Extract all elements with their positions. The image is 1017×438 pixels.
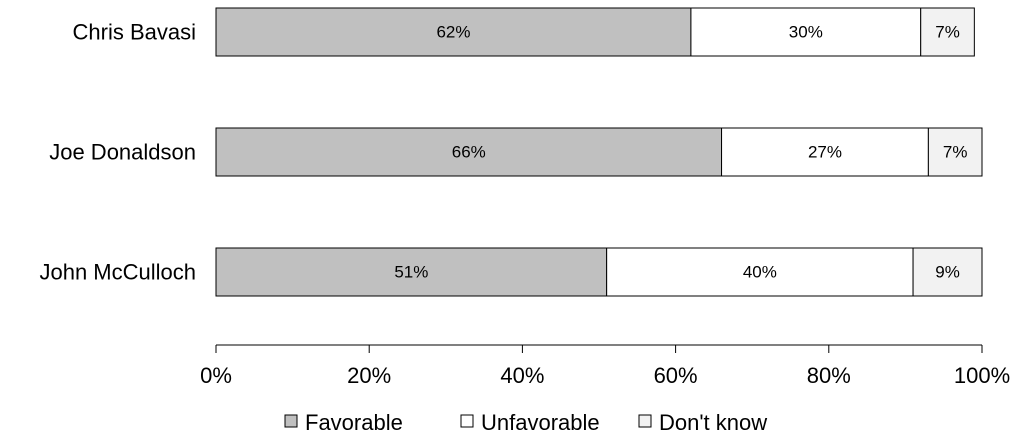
x-tick-label: 100%: [954, 363, 1010, 388]
category-labels: Chris Bavasi Joe Donaldson John McCulloch: [39, 20, 196, 285]
legend-label: Favorable: [305, 410, 403, 435]
data-label: 7%: [935, 23, 960, 42]
data-label: 7%: [943, 143, 968, 162]
data-label: 9%: [935, 263, 960, 282]
legend-swatch: [460, 414, 474, 428]
x-axis: 0% 20% 40% 60% 80% 100%: [200, 344, 1010, 388]
data-label: 30%: [789, 23, 823, 42]
bar-segment: [215, 247, 608, 297]
x-tick-label: 20%: [347, 363, 391, 388]
legend-swatch: [284, 414, 298, 428]
x-tick-label: 80%: [807, 363, 851, 388]
x-tick-label: 60%: [654, 363, 698, 388]
legend-label: Unfavorable: [481, 410, 600, 435]
category-label: John McCulloch: [39, 260, 196, 285]
data-label: 66%: [452, 143, 486, 162]
data-label: 40%: [743, 263, 777, 282]
x-tick-label: 40%: [500, 363, 544, 388]
bar-segment: [690, 7, 922, 57]
legend-swatch: [638, 414, 652, 428]
bar-segment: [912, 247, 983, 297]
legend-label: Don't know: [659, 410, 767, 435]
data-label: 51%: [394, 263, 428, 282]
bar-segment: [215, 7, 692, 57]
legend: Favorable Unfavorable Don't know: [284, 410, 767, 435]
category-label: Joe Donaldson: [49, 140, 196, 165]
bar-segment: [215, 127, 723, 177]
bar-segment: [721, 127, 929, 177]
data-label: 27%: [808, 143, 842, 162]
bar-segment: [920, 7, 975, 57]
category-label: Chris Bavasi: [73, 20, 196, 45]
bars-layer: 62% 30% 7% 66% 27% 7% 51% 40% 9%: [215, 7, 983, 297]
bar-segment: [606, 247, 914, 297]
data-label: 62%: [436, 23, 470, 42]
x-tick-label: 0%: [200, 363, 232, 388]
bar-segment: [927, 127, 983, 177]
